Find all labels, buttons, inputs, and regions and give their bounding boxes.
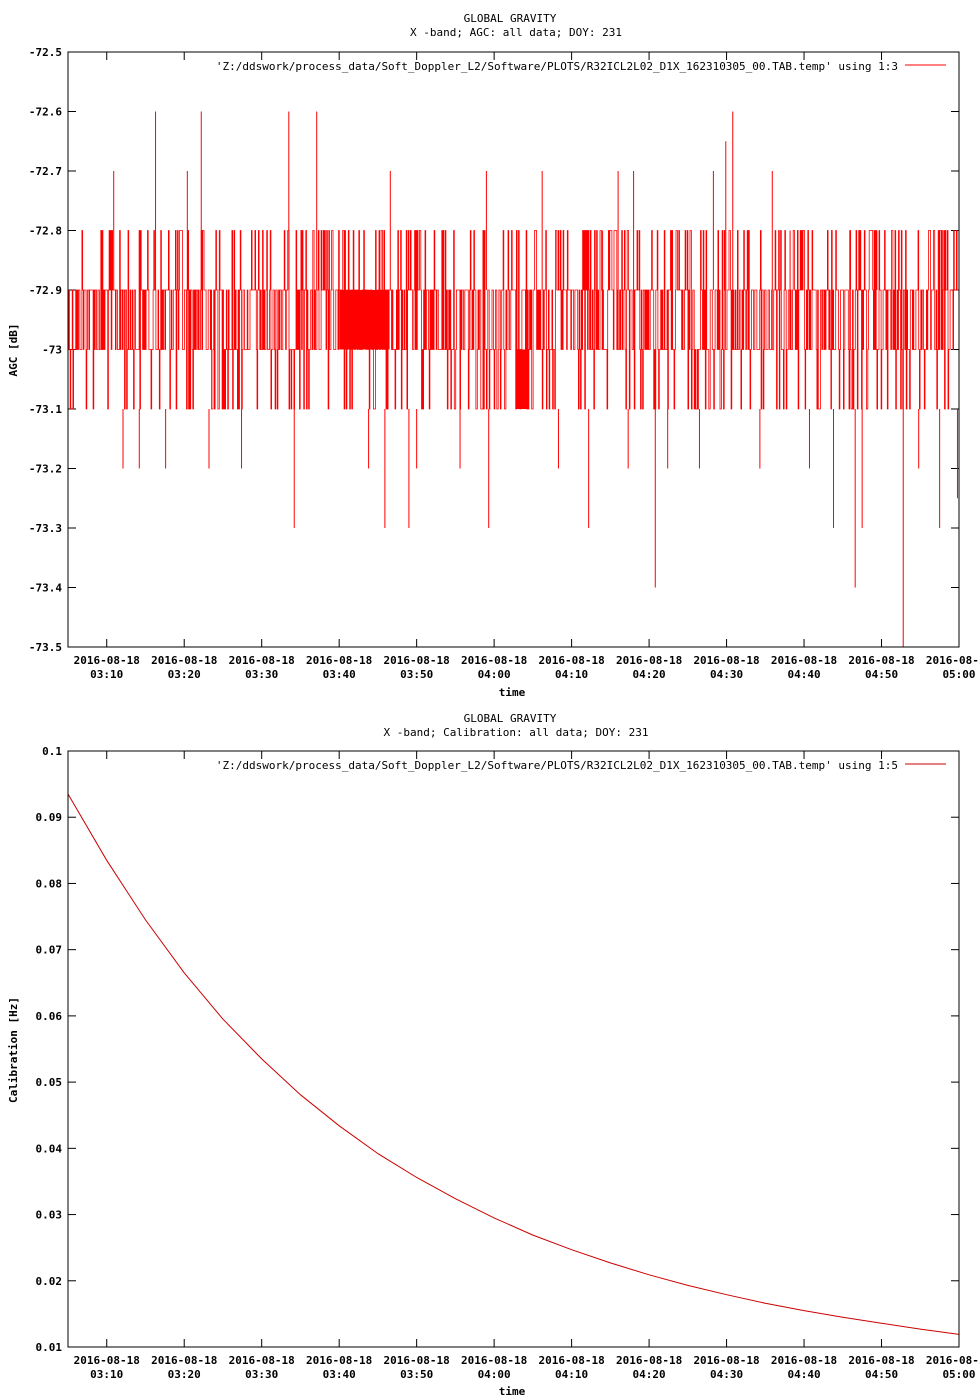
calibration-x-axis-label: time (499, 1385, 526, 1398)
y-tick-label: 0.08 (36, 877, 63, 890)
x-tick-date-label: 2016-08-18 (461, 654, 527, 667)
calibration-chart-subtitle: X -band; Calibration: all data; DOY: 231 (384, 726, 649, 739)
calibration-line (67, 793, 960, 1335)
y-tick-label: -73 (42, 344, 62, 357)
calibration-plot-frame (67, 750, 960, 1348)
y-tick-label: 0.1 (42, 745, 62, 758)
y-tick-label: -73.4 (29, 582, 62, 595)
x-tick-date-label: 2016-08-18 (538, 654, 604, 667)
x-tick-time-label: 04:20 (633, 668, 666, 681)
agc-dense-band (339, 290, 390, 350)
x-tick-time-label: 03:20 (168, 668, 201, 681)
agc-x-ticks: 2016-08-1803:102016-08-1803:202016-08-18… (74, 52, 980, 681)
x-tick-time-label: 03:10 (90, 1368, 123, 1381)
calibration-y-ticks: 0.1 0.09 0.08 0.07 0.06 0.05 0.04 0.03 0.02 0.01 (36, 745, 959, 1354)
y-tick-label: 0.03 (36, 1209, 63, 1222)
x-tick-time-label: 03:20 (168, 1368, 201, 1381)
agc-panel: GLOBAL GRAVITY X -band; AGC: all data; D… (7, 12, 980, 699)
x-tick-date-label: 2016-08-18 (306, 654, 372, 667)
agc-y-axis-label: AGC [dB] (7, 324, 20, 377)
x-tick-time-label: 04:50 (865, 1368, 898, 1381)
x-tick-time-label: 04:50 (865, 668, 898, 681)
calibration-chart-title: GLOBAL GRAVITY (464, 712, 557, 725)
y-tick-label: -73.5 (29, 641, 62, 654)
x-tick-time-label: 03:30 (245, 668, 278, 681)
agc-chart-title: GLOBAL GRAVITY (464, 12, 557, 25)
y-tick-label: -72.7 (29, 165, 62, 178)
x-tick-time-label: 04:10 (555, 668, 588, 681)
calibration-y-axis-label: Calibration [Hz] (7, 997, 20, 1103)
agc-x-axis-label: time (499, 686, 526, 699)
y-tick-label: -73.2 (29, 463, 62, 476)
agc-chart-subtitle: X -band; AGC: all data; DOY: 231 (410, 26, 622, 39)
x-tick-date-label: 2016-08-18 (693, 654, 759, 667)
x-tick-date-label: 2016-08-18 (848, 654, 914, 667)
y-tick-label: 0.09 (36, 811, 63, 824)
agc-plot-frame (67, 51, 960, 648)
agc-dense-band (515, 349, 529, 409)
x-tick-date-label: 2016-08-18 (693, 1354, 759, 1367)
x-tick-date-label: 2016-08-18 (771, 1354, 837, 1367)
x-tick-time-label: 03:50 (400, 1368, 433, 1381)
x-tick-time-label: 04:30 (710, 668, 743, 681)
y-tick-label: -72.9 (29, 284, 62, 297)
x-tick-time-label: 04:00 (478, 668, 511, 681)
x-tick-time-label: 03:10 (90, 668, 123, 681)
x-tick-date-label: 2016-08-18 (461, 1354, 527, 1367)
calibration-x-ticks: 2016-08-1803:102016-08-1803:202016-08-18… (74, 751, 980, 1381)
agc-y-ticks: -72.5 -72.6 -72.7 -72.8 -72.9 -73 -73.1 -73.2 -7… (29, 46, 959, 654)
x-tick-date-label: 2016-08-18 (926, 654, 980, 667)
x-tick-date-label: 2016-08-18 (616, 1354, 682, 1367)
x-tick-time-label: 04:30 (710, 1368, 743, 1381)
y-tick-label: 0.04 (36, 1142, 63, 1155)
x-tick-date-label: 2016-08-18 (616, 654, 682, 667)
calibration-panel: GLOBAL GRAVITY X -band; Calibration: all… (7, 712, 980, 1398)
x-tick-time-label: 05:00 (942, 668, 975, 681)
y-tick-label: -73.1 (29, 403, 62, 416)
y-tick-label: 0.06 (36, 1010, 63, 1023)
x-tick-date-label: 2016-08-18 (151, 654, 217, 667)
x-tick-time-label: 03:50 (400, 668, 433, 681)
x-tick-date-label: 2016-08-18 (384, 654, 450, 667)
x-tick-date-label: 2016-08-18 (538, 1354, 604, 1367)
x-tick-date-label: 2016-08-18 (848, 1354, 914, 1367)
y-tick-label: 0.02 (36, 1275, 63, 1288)
x-tick-date-label: 2016-08-18 (151, 1354, 217, 1367)
x-tick-time-label: 03:40 (323, 668, 356, 681)
x-tick-date-label: 2016-08-18 (771, 654, 837, 667)
calibration-series (67, 793, 960, 1335)
y-tick-label: 0.01 (36, 1341, 63, 1354)
x-tick-time-label: 04:10 (555, 1368, 588, 1381)
y-tick-label: -72.6 (29, 106, 62, 119)
x-tick-date-label: 2016-08-18 (74, 1354, 140, 1367)
x-tick-date-label: 2016-08-18 (384, 1354, 450, 1367)
x-tick-date-label: 2016-08-18 (306, 1354, 372, 1367)
y-tick-label: -72.8 (29, 225, 62, 238)
calibration-legend-label: 'Z:/ddswork/process_data/Soft_Doppler_L2… (216, 759, 898, 772)
y-tick-label: -72.5 (29, 46, 62, 59)
x-tick-time-label: 03:40 (323, 1368, 356, 1381)
x-tick-time-label: 04:40 (787, 668, 820, 681)
x-tick-time-label: 03:30 (245, 1368, 278, 1381)
agc-series (67, 111, 959, 647)
x-tick-date-label: 2016-08-18 (229, 1354, 295, 1367)
y-tick-label: -73.3 (29, 522, 62, 535)
x-tick-time-label: 04:40 (787, 1368, 820, 1381)
x-tick-date-label: 2016-08-18 (229, 654, 295, 667)
agc-legend-label: 'Z:/ddswork/process_data/Soft_Doppler_L2… (216, 60, 898, 73)
y-tick-label: 0.05 (36, 1076, 63, 1089)
x-tick-date-label: 2016-08-18 (926, 1354, 980, 1367)
agc-step-trace (67, 230, 959, 410)
y-tick-label: 0.07 (36, 944, 63, 957)
x-tick-time-label: 04:20 (633, 1368, 666, 1381)
x-tick-time-label: 04:00 (478, 1368, 511, 1381)
x-tick-time-label: 05:00 (942, 1368, 975, 1381)
x-tick-date-label: 2016-08-18 (74, 654, 140, 667)
